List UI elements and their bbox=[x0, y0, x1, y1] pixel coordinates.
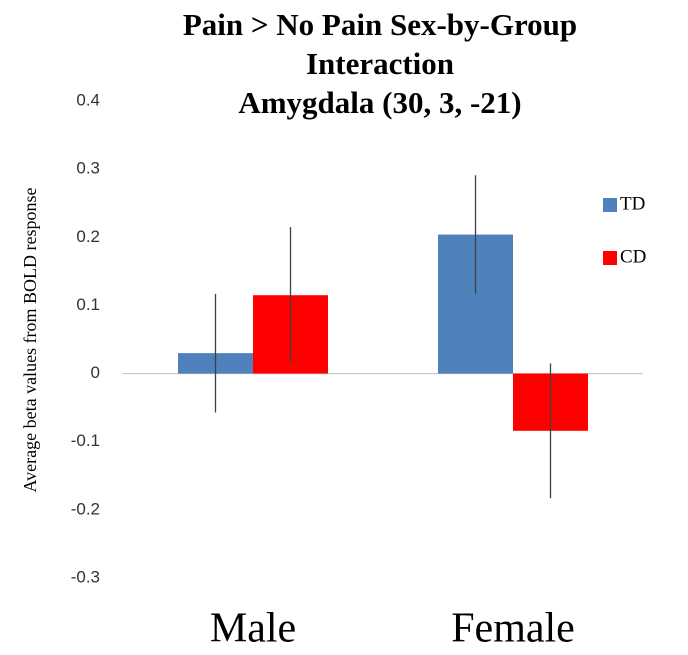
y-tick-label: -0.3 bbox=[71, 567, 100, 586]
legend-label: CD bbox=[620, 246, 646, 267]
legend-label: TD bbox=[620, 193, 645, 214]
legend-swatch bbox=[603, 198, 617, 212]
y-tick-label: -0.1 bbox=[71, 431, 100, 450]
y-tick-label: 0 bbox=[91, 363, 100, 382]
chart-title: Amygdala (30, 3, -21) bbox=[238, 85, 521, 120]
y-tick-label: 0.3 bbox=[76, 159, 100, 178]
chart-title: Interaction bbox=[306, 46, 454, 81]
chart-title: Pain > No Pain Sex-by-Group bbox=[183, 7, 577, 42]
x-tick-label: Female bbox=[451, 606, 575, 652]
y-tick-label: -0.2 bbox=[71, 499, 100, 518]
y-tick-label: 0.2 bbox=[76, 227, 100, 246]
x-tick-label: Male bbox=[210, 606, 296, 652]
y-tick-label: 0.1 bbox=[76, 295, 100, 314]
y-axis-label: Average beta values from BOLD response bbox=[20, 187, 40, 492]
legend-swatch bbox=[603, 251, 617, 265]
y-tick-label: 0.4 bbox=[76, 90, 100, 109]
